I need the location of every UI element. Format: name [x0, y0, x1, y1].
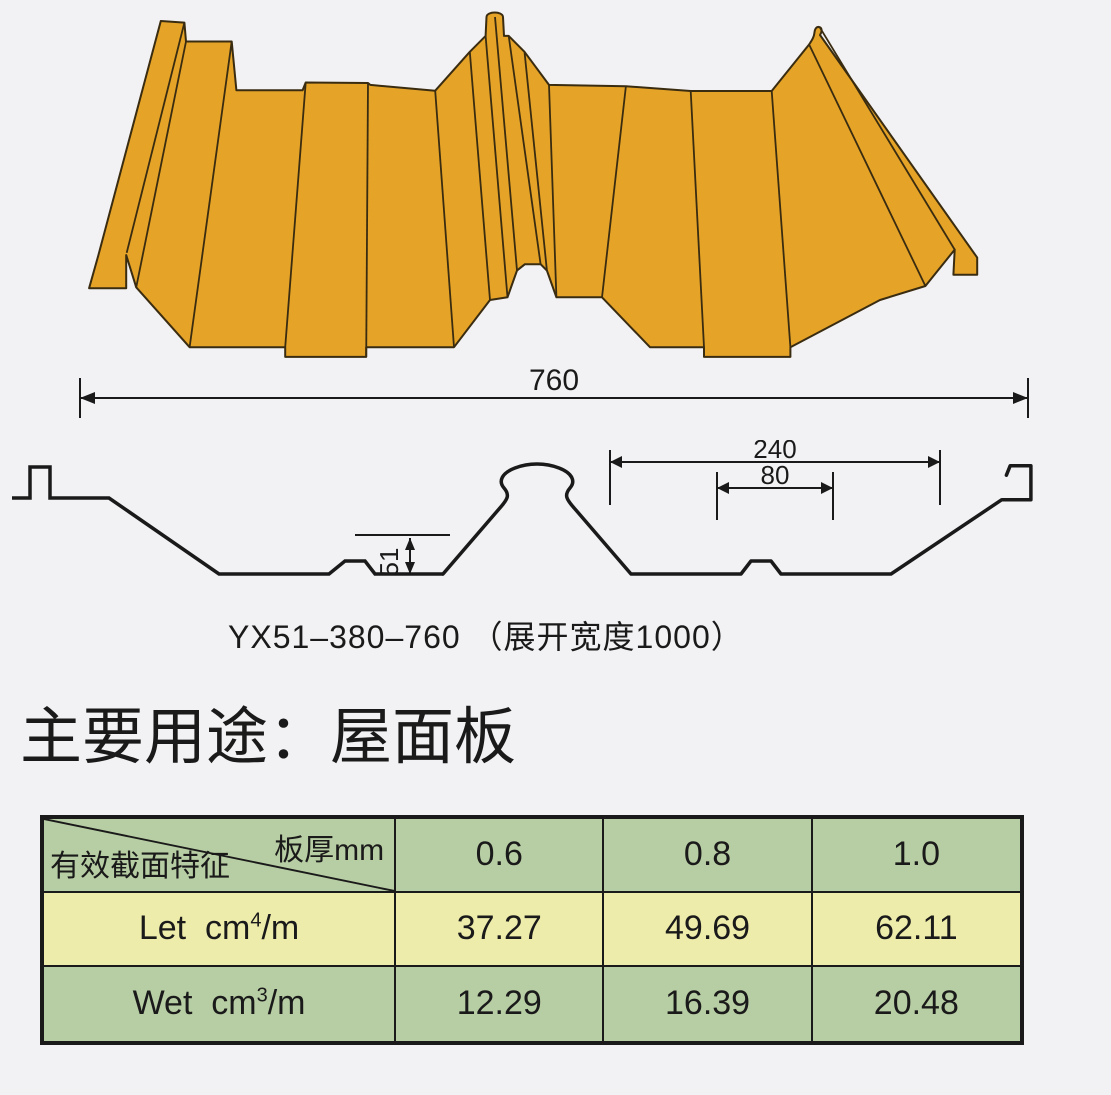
svg-text:80: 80	[761, 460, 790, 490]
svg-text:51: 51	[374, 548, 404, 577]
svg-text:760: 760	[529, 368, 579, 397]
